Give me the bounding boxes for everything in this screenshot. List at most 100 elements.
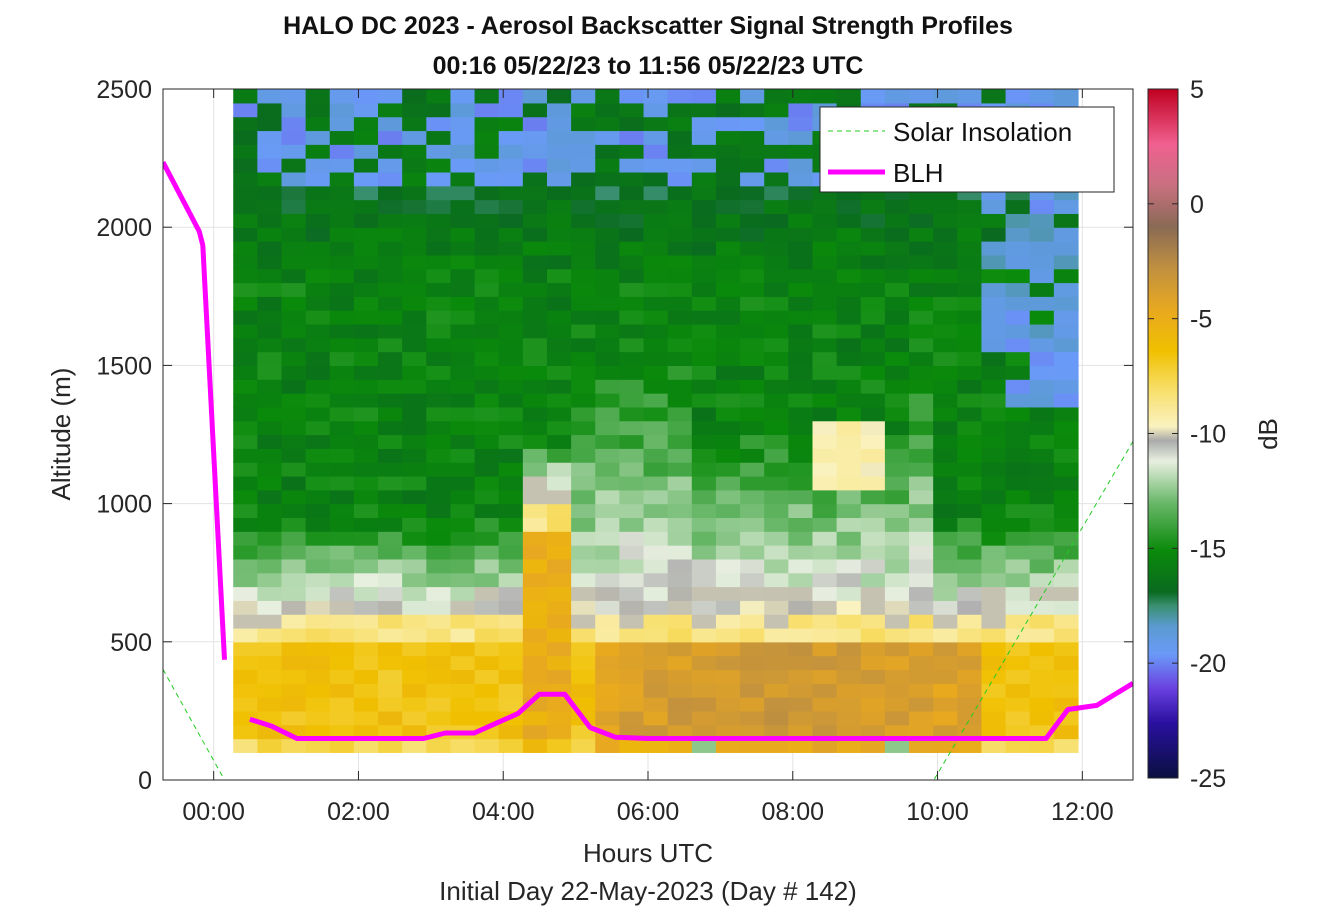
heatmap-cell bbox=[1053, 323, 1079, 339]
heatmap-cell bbox=[281, 323, 307, 339]
heatmap-cell bbox=[353, 586, 379, 601]
heatmap-cell bbox=[522, 102, 548, 118]
heatmap-cell bbox=[981, 462, 1007, 477]
heatmap-cell bbox=[715, 683, 741, 698]
heatmap-cell bbox=[860, 517, 886, 532]
heatmap-cell bbox=[233, 627, 258, 643]
heatmap-cell bbox=[450, 406, 476, 422]
heatmap-cell bbox=[643, 462, 669, 477]
heatmap-cell bbox=[740, 199, 765, 214]
heatmap-cell bbox=[498, 227, 524, 242]
heatmap-cell bbox=[402, 697, 427, 712]
heatmap-cell bbox=[281, 710, 307, 726]
heatmap-cell bbox=[836, 600, 862, 615]
heatmap-cell bbox=[740, 185, 765, 201]
heatmap-cell bbox=[353, 185, 379, 201]
heatmap-cell bbox=[667, 351, 693, 366]
heatmap-cell bbox=[836, 420, 862, 436]
heatmap-cell bbox=[378, 655, 403, 671]
heatmap-cell bbox=[257, 130, 283, 145]
heatmap-cell bbox=[1005, 600, 1031, 615]
heatmap-cell bbox=[788, 227, 814, 242]
heatmap-cell bbox=[426, 393, 452, 408]
heatmap-cell bbox=[667, 89, 693, 104]
heatmap-cell bbox=[426, 199, 452, 214]
heatmap-cell bbox=[812, 614, 838, 629]
heatmap-cell bbox=[522, 655, 548, 671]
heatmap-cell bbox=[329, 185, 355, 201]
heatmap-cell bbox=[619, 185, 645, 201]
heatmap-cell bbox=[619, 102, 645, 118]
heatmap-cell bbox=[329, 420, 355, 436]
heatmap-cell bbox=[667, 116, 693, 132]
heatmap-cell bbox=[836, 337, 862, 353]
heatmap-cell bbox=[884, 503, 910, 519]
heatmap-cell bbox=[619, 448, 645, 463]
heatmap-cell bbox=[1053, 268, 1079, 284]
heatmap-cell bbox=[691, 683, 717, 698]
heatmap-cell bbox=[353, 669, 379, 684]
heatmap-cell bbox=[329, 655, 355, 671]
heatmap-cell bbox=[546, 434, 572, 449]
heatmap-cell bbox=[667, 517, 693, 532]
heatmap-cell bbox=[619, 614, 645, 629]
heatmap-cell bbox=[884, 254, 910, 270]
heatmap-cell bbox=[1005, 586, 1031, 601]
heatmap-cell bbox=[595, 116, 620, 132]
heatmap-cell bbox=[546, 475, 572, 491]
heatmap-cell bbox=[571, 130, 596, 145]
heatmap-cell bbox=[426, 738, 452, 753]
heatmap-cell bbox=[353, 558, 379, 574]
heatmap-cell bbox=[546, 614, 572, 629]
heatmap-cell bbox=[378, 282, 403, 297]
heatmap-cell bbox=[571, 227, 596, 242]
heatmap-cell bbox=[981, 710, 1007, 726]
x-tick-label: 00:00 bbox=[182, 798, 245, 826]
heatmap-cell bbox=[353, 724, 379, 740]
heatmap-cell bbox=[764, 406, 789, 422]
heatmap-cell bbox=[474, 185, 500, 201]
heatmap-cell bbox=[571, 489, 596, 505]
heatmap-cell bbox=[933, 558, 958, 574]
heatmap-cell bbox=[498, 448, 524, 463]
heatmap-cell bbox=[691, 697, 717, 712]
heatmap-cell bbox=[305, 489, 331, 505]
heatmap-cell bbox=[546, 116, 572, 132]
heatmap-cell bbox=[329, 351, 355, 366]
heatmap-cell bbox=[257, 586, 283, 601]
heatmap-cell bbox=[305, 627, 331, 643]
heatmap-cell bbox=[281, 158, 307, 173]
heatmap-cell bbox=[474, 434, 500, 449]
heatmap-cell bbox=[305, 323, 331, 339]
heatmap-cell bbox=[402, 89, 427, 104]
heatmap-cell bbox=[353, 199, 379, 214]
heatmap-cell bbox=[378, 116, 403, 132]
heatmap-cell bbox=[667, 683, 693, 698]
heatmap-cell bbox=[933, 517, 958, 532]
chart-subtitle: 00:16 05/22/23 to 11:56 05/22/23 UTC bbox=[433, 52, 864, 80]
heatmap-cell bbox=[740, 116, 765, 132]
heatmap-cell bbox=[788, 710, 814, 726]
heatmap-cell bbox=[498, 406, 524, 422]
heatmap-cell bbox=[595, 379, 620, 394]
heatmap-cell bbox=[498, 323, 524, 339]
heatmap-cell bbox=[957, 724, 983, 740]
heatmap-cell bbox=[909, 517, 934, 532]
heatmap-cell bbox=[595, 310, 620, 325]
heatmap-cell bbox=[836, 517, 862, 532]
heatmap-cell bbox=[812, 669, 838, 684]
heatmap-cell bbox=[281, 268, 307, 284]
heatmap-cell bbox=[933, 586, 958, 601]
heatmap-cell bbox=[426, 669, 452, 684]
heatmap-cell bbox=[1053, 531, 1079, 546]
heatmap-cell bbox=[522, 254, 548, 270]
heatmap-cell bbox=[1053, 655, 1079, 671]
heatmap-cell bbox=[788, 130, 814, 145]
heatmap-cell bbox=[740, 158, 765, 173]
heatmap-cell bbox=[643, 337, 669, 353]
heatmap-cell bbox=[691, 669, 717, 684]
heatmap-cell bbox=[305, 475, 331, 491]
blh-line bbox=[249, 681, 1133, 741]
heatmap-cell bbox=[498, 310, 524, 325]
